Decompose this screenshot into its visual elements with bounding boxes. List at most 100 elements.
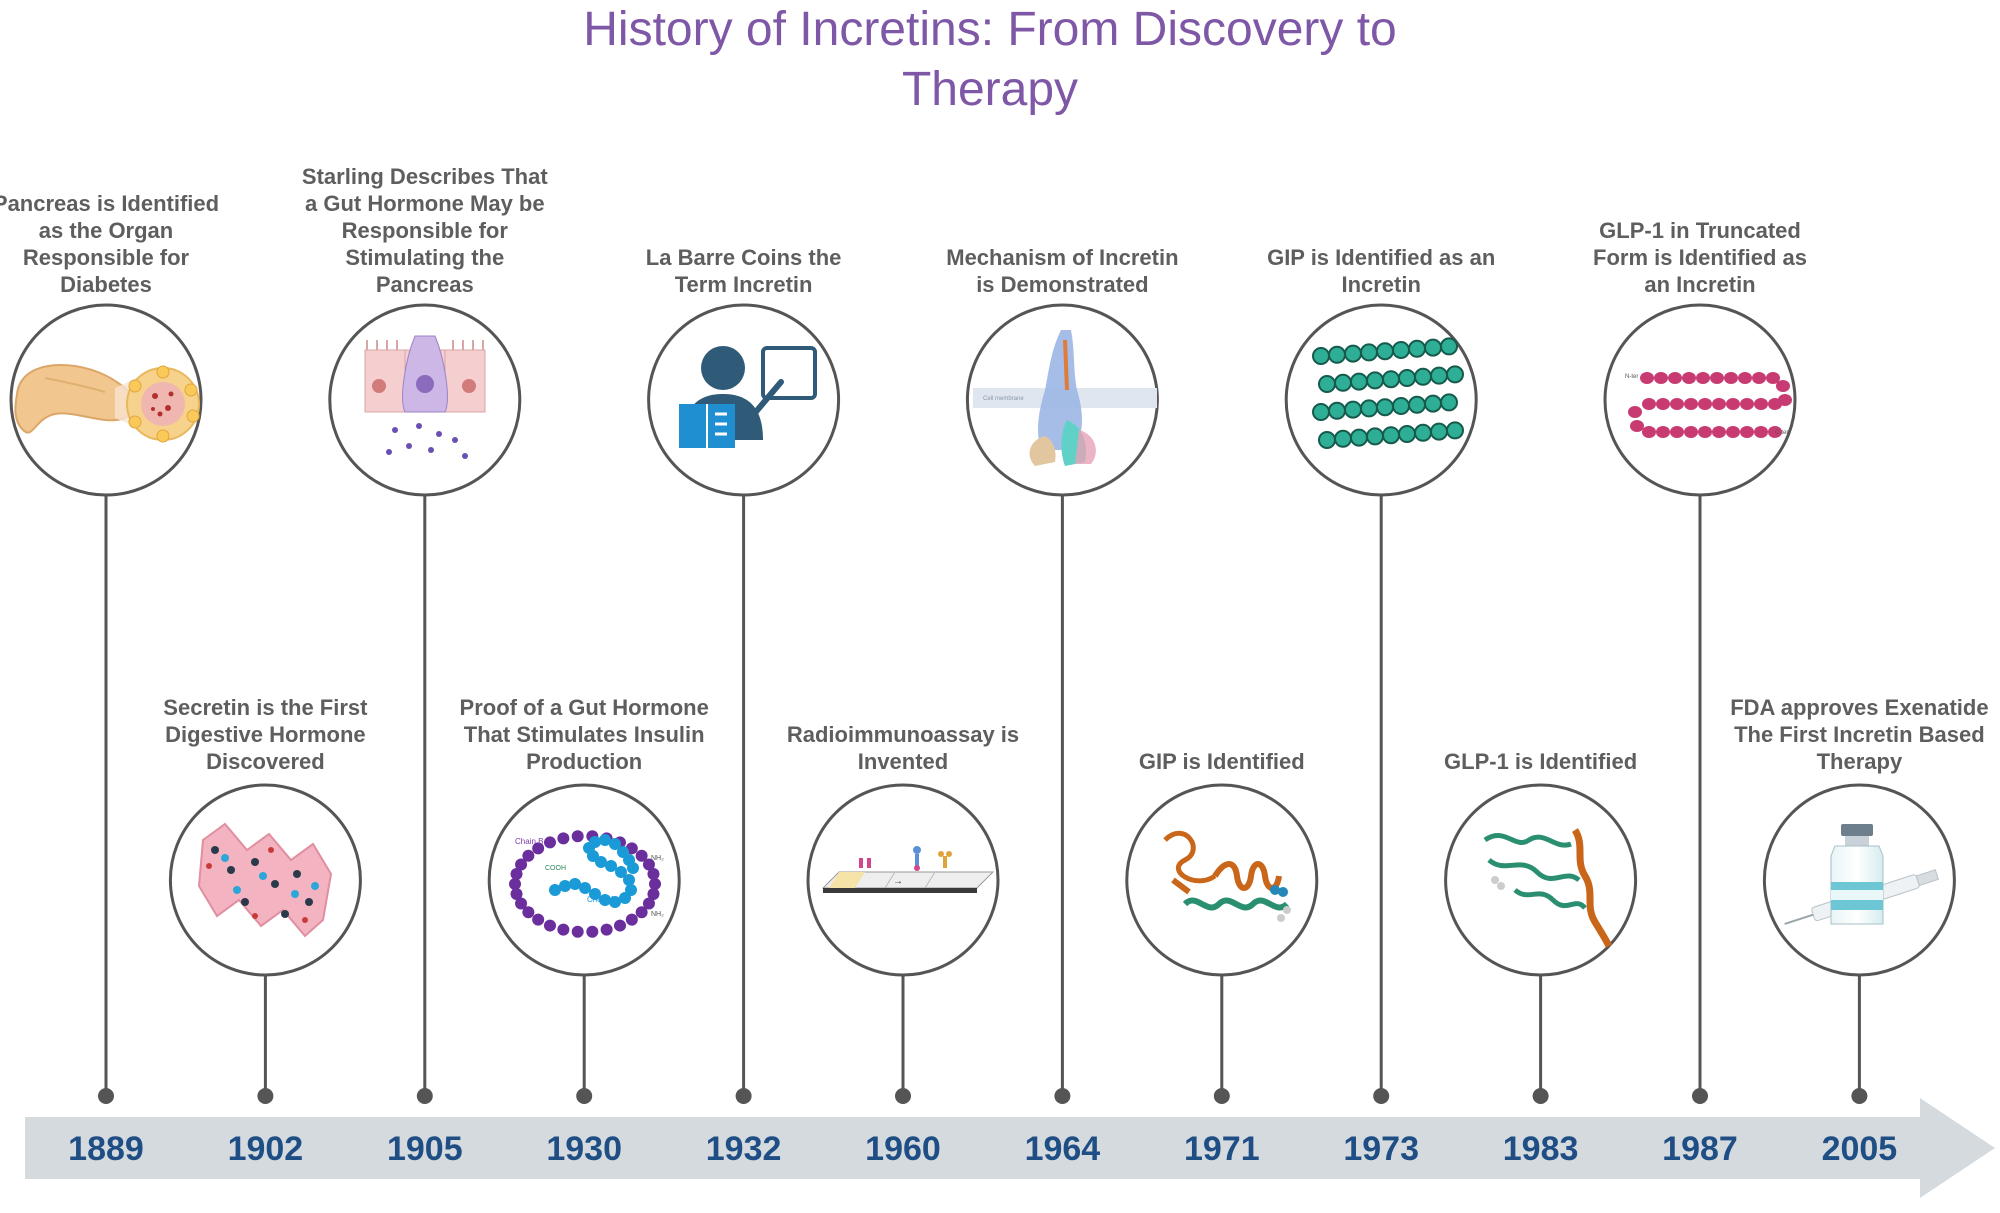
chain-b-residue [557, 923, 570, 936]
event-label-1930: Proof of a Gut Hormone That Stimulates I… [459, 695, 709, 774]
gip-residue [1382, 426, 1400, 445]
gip-residue [1446, 421, 1464, 440]
event-label-1960: Radioimmunoassay is Invented [786, 722, 1020, 774]
year-label-1983: 1983 [1502, 1130, 1579, 1168]
gip-residue [1376, 398, 1394, 417]
gip-residue [1318, 431, 1336, 449]
timeline-dot-1930 [576, 1088, 593, 1104]
glp1-residue [1640, 372, 1654, 384]
gip-residue [1312, 347, 1330, 365]
glp1-residue [1642, 398, 1656, 410]
year-label-1889: 1889 [68, 1130, 144, 1168]
teacher-icon [679, 346, 817, 448]
chain-b-residue [532, 913, 545, 926]
year-label-1905: 1905 [386, 1130, 463, 1168]
receptor-icon: Cell membrane [973, 330, 1157, 466]
gip-residue [1424, 394, 1442, 413]
title-line-2: Therapy [901, 63, 1079, 116]
gip-residue [1312, 403, 1330, 421]
chain-b-residue [600, 923, 613, 936]
chain-a-residue [627, 862, 639, 874]
glp1-residue [1710, 372, 1724, 384]
gip-residue [1334, 429, 1352, 448]
glp1-residue [1740, 426, 1754, 438]
chain-b-residue [522, 906, 535, 919]
gip-residue [1376, 342, 1394, 361]
chain-b-label: Chain B [515, 837, 543, 846]
gip-residue [1398, 425, 1416, 443]
peptide-sequence-icon: N-ter C-ter [1625, 372, 1792, 438]
gip-protein-icon [1163, 830, 1291, 922]
chain-a-label: Chain A [587, 895, 616, 904]
glp1-residue [1754, 426, 1768, 438]
glp1-residue [1738, 372, 1752, 384]
gip-residue [1392, 397, 1410, 415]
timeline-dot-1964 [1054, 1088, 1071, 1104]
chain-b-residue [625, 913, 638, 926]
chain-b-residue [544, 836, 556, 849]
chain-a-residue [589, 888, 601, 900]
glp1-protein-icon [1483, 828, 1613, 948]
timeline-arrow [25, 1098, 1995, 1198]
gip-residue [1424, 338, 1442, 357]
timeline-dot-1905 [416, 1088, 433, 1104]
year-label-1960: 1960 [865, 1130, 941, 1168]
chain-a-residue [623, 874, 635, 886]
chain-b-residue [571, 830, 584, 843]
glp1-residue [1726, 426, 1740, 438]
cell-membrane-label: Cell membrane [983, 396, 1024, 402]
insulin-chain-icon: Chain B Chain A COOH NH₂ NH₂ [509, 830, 664, 938]
year-label-1987: 1987 [1662, 1130, 1738, 1168]
chain-b-residue [586, 925, 599, 938]
glp1-residue [1656, 398, 1670, 410]
glp1-residue [1752, 372, 1766, 384]
chain-a-residue [625, 884, 637, 896]
glp1-residue [1684, 398, 1698, 410]
gip-residue [1446, 365, 1464, 384]
timeline-dot-1987 [1692, 1088, 1708, 1104]
gip-residue [1334, 373, 1352, 392]
chain-a-residue [605, 860, 617, 872]
chain-a-residue [559, 880, 571, 892]
chain-b-residue [614, 919, 626, 932]
glp1-residue [1740, 398, 1754, 410]
gip-residue [1366, 371, 1384, 390]
glp1-residue [1656, 426, 1670, 438]
gip-residue [1414, 423, 1432, 442]
c-ter-label: C-ter [1775, 430, 1788, 436]
year-label-1964: 1964 [1024, 1130, 1101, 1168]
glp1-residue [1766, 372, 1780, 384]
event-label-1889: Pancreas is Identified as the Organ Resp… [0, 191, 220, 297]
gip-residue [1440, 393, 1458, 412]
chain-a-residue [609, 838, 621, 850]
chain-b-residue [515, 897, 528, 910]
gip-residue [1408, 339, 1426, 358]
timeline-dot-1983 [1532, 1088, 1549, 1104]
glp1-residue [1654, 372, 1668, 384]
glp1-residue [1724, 372, 1738, 384]
event-circle-1971 [1125, 783, 1319, 977]
glp1-residue [1670, 426, 1684, 438]
event-label-1964: Mechanism of Incretin is Demonstrated [946, 245, 1179, 297]
gip-residue [1430, 422, 1448, 441]
gip-residue [1430, 366, 1448, 385]
chain-a-residue [599, 894, 611, 906]
gip-residue [1408, 395, 1426, 414]
event-label-1971: GIP is Identified [1138, 749, 1305, 774]
gip-residue [1350, 372, 1368, 391]
glp1-residue [1670, 398, 1684, 410]
year-label-1902: 1902 [227, 1130, 304, 1168]
event-label-2005: FDA approves Exenatide The First Increti… [1730, 695, 1989, 774]
event-label-1902: Secretin is the First Digestive Hormone … [163, 695, 368, 774]
timeline-dot-1932 [735, 1088, 752, 1104]
gip-residue [1440, 337, 1458, 356]
gip-residue [1382, 370, 1400, 389]
glp1-residue [1712, 398, 1726, 410]
chain-b-residue [510, 887, 523, 900]
chain-a-residue [569, 878, 581, 890]
chain-b-residue [649, 878, 661, 890]
bead-chain-icon [1312, 337, 1464, 449]
timeline-dot-1902 [257, 1088, 274, 1104]
chain-a-residue [549, 884, 561, 896]
